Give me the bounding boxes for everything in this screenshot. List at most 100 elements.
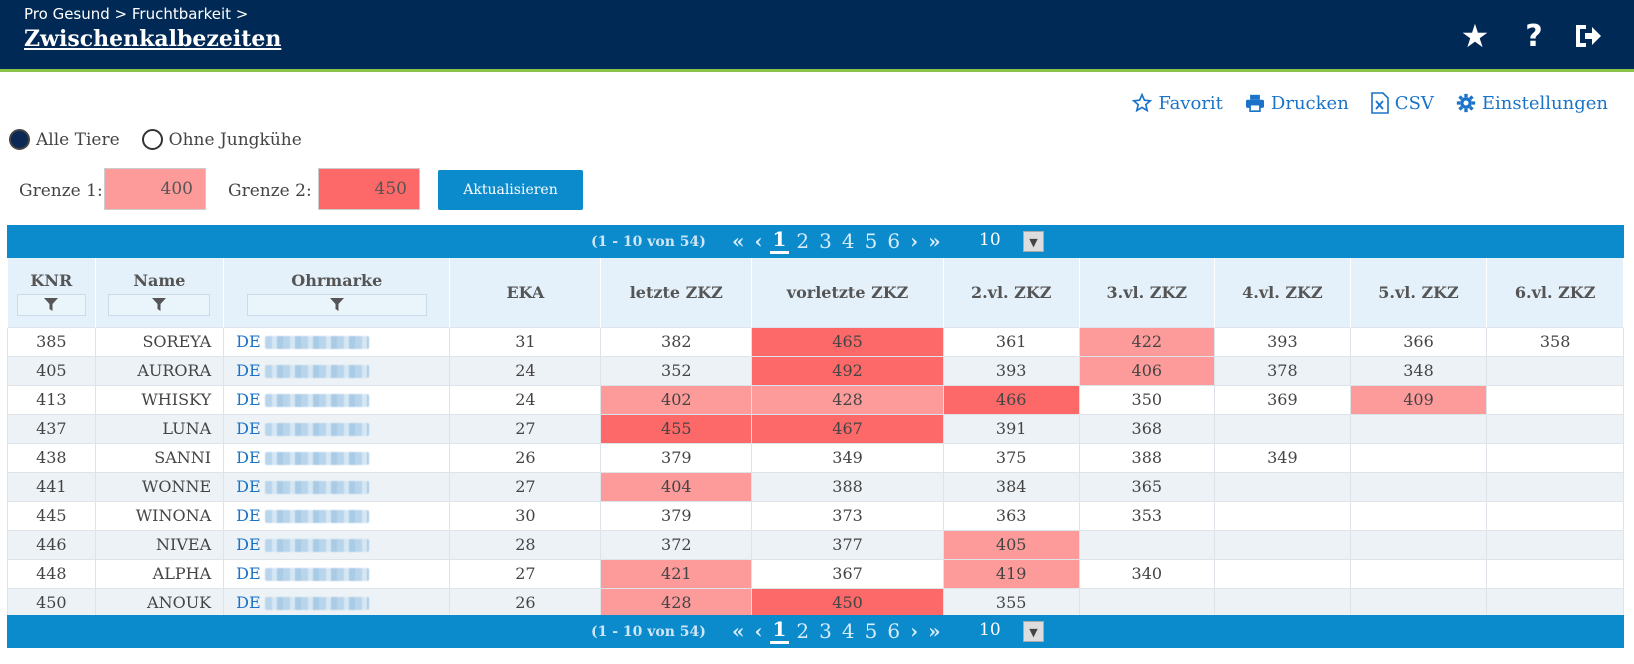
- ohrmarke-link[interactable]: DE: [236, 332, 261, 351]
- page-5[interactable]: 5: [864, 228, 878, 253]
- cell-ohrmarke[interactable]: DE: [223, 442, 451, 473]
- ohrmarke-link[interactable]: DE: [236, 477, 261, 496]
- drucken-label: Drucken: [1270, 92, 1349, 114]
- cell-zkz: 365: [1078, 471, 1216, 502]
- csv-link[interactable]: CSV: [1370, 92, 1434, 114]
- table-row[interactable]: 448 ALPHA DE 27 421 367 419 340: [7, 558, 1624, 589]
- next-page-icon[interactable]: ›: [910, 618, 919, 643]
- col-knr[interactable]: KNR: [7, 258, 96, 327]
- cell-zkz: 388: [1078, 442, 1216, 473]
- ohrmarke-link[interactable]: DE: [236, 448, 261, 467]
- radio-checked-icon[interactable]: [9, 129, 30, 150]
- ohrmarke-link[interactable]: DE: [236, 419, 261, 438]
- col-letzte-zkz[interactable]: letzte ZKZ: [600, 258, 753, 327]
- einstellungen-link[interactable]: Einstellungen: [1456, 92, 1608, 114]
- star-icon[interactable]: ★: [1460, 17, 1490, 55]
- cell-ohrmarke[interactable]: DE: [223, 587, 451, 618]
- grenze2-input[interactable]: 450: [318, 168, 420, 210]
- page-4[interactable]: 4: [841, 618, 855, 643]
- cell-ohrmarke[interactable]: DE: [223, 471, 451, 502]
- filter-icon[interactable]: [16, 293, 86, 316]
- cell-ohrmarke[interactable]: DE: [223, 413, 451, 444]
- page-size-select[interactable]: 10: [979, 230, 1001, 250]
- ohrmarke-link[interactable]: DE: [236, 361, 261, 380]
- prev-page-icon[interactable]: ‹: [754, 228, 763, 253]
- page-2[interactable]: 2: [796, 618, 810, 643]
- favorit-link[interactable]: Favorit: [1132, 92, 1223, 114]
- page-3[interactable]: 3: [819, 618, 832, 643]
- cell-knr: 385: [7, 326, 96, 357]
- page-5[interactable]: 5: [864, 618, 878, 643]
- last-page-icon[interactable]: »: [928, 228, 941, 253]
- page-1[interactable]: 1: [769, 617, 790, 644]
- next-page-icon[interactable]: ›: [910, 228, 919, 253]
- cell-zkz: 391: [942, 413, 1080, 444]
- cell-zkz: [1349, 587, 1488, 618]
- last-page-icon[interactable]: »: [928, 618, 941, 643]
- cell-zkz: 349: [1214, 442, 1351, 473]
- pager-nav: « ‹ 1 2 3 4 5 6 › »: [729, 617, 944, 644]
- table-row[interactable]: 405 AURORA DE 24 352 492 393 406 378 348: [7, 355, 1624, 386]
- col-name[interactable]: Name: [94, 258, 225, 327]
- table-row[interactable]: 446 NIVEA DE 28 372 377 405: [7, 529, 1624, 560]
- update-button[interactable]: Aktualisieren: [438, 170, 583, 210]
- cell-ohrmarke[interactable]: DE: [223, 558, 451, 589]
- page-6[interactable]: 6: [887, 618, 901, 643]
- prev-page-icon[interactable]: ‹: [754, 618, 763, 643]
- table-row[interactable]: 385 SOREYA DE 31 382 465 361 422 393 366 358: [7, 326, 1624, 357]
- page-2[interactable]: 2: [796, 228, 810, 253]
- ohrmarke-link[interactable]: DE: [236, 535, 261, 554]
- col-eka[interactable]: EKA: [449, 258, 602, 327]
- col-2vl-zkz[interactable]: 2.vl. ZKZ: [942, 258, 1080, 327]
- drucken-link[interactable]: Drucken: [1245, 92, 1349, 114]
- radio-unchecked-icon[interactable]: [141, 129, 163, 150]
- col-5vl-zkz[interactable]: 5.vl. ZKZ: [1349, 258, 1488, 327]
- grenze1-input[interactable]: 400: [104, 168, 206, 210]
- ohrmarke-link[interactable]: DE: [236, 593, 261, 612]
- cell-ohrmarke[interactable]: DE: [223, 529, 451, 560]
- table-row[interactable]: 438 SANNI DE 26 379 349 375 388 349: [7, 442, 1624, 473]
- cell-name: LUNA: [94, 413, 225, 444]
- chevron-down-icon[interactable]: ▼: [1023, 231, 1044, 252]
- logout-icon[interactable]: [1570, 18, 1606, 54]
- ohrmarke-link[interactable]: DE: [236, 506, 261, 525]
- col-6vl-zkz[interactable]: 6.vl. ZKZ: [1486, 258, 1624, 327]
- first-page-icon[interactable]: «: [732, 228, 745, 253]
- cell-zkz: [1078, 529, 1216, 560]
- radio-ohne-jungkuehe[interactable]: Ohne Jungkühe: [141, 129, 302, 150]
- table-row[interactable]: 413 WHISKY DE 24 402 428 466 350 369 409: [7, 384, 1624, 415]
- cell-zkz: 379: [600, 442, 753, 473]
- cell-ohrmarke[interactable]: DE: [223, 500, 451, 531]
- cell-zkz: 378: [1214, 355, 1351, 386]
- ohrmarke-link[interactable]: DE: [236, 390, 261, 409]
- filter-icon[interactable]: [108, 293, 211, 316]
- table-row[interactable]: 450 ANOUK DE 26 428 450 355: [7, 587, 1624, 618]
- col-4vl-zkz[interactable]: 4.vl. ZKZ: [1214, 258, 1351, 327]
- page-title[interactable]: Zwischenkalbezeiten: [24, 26, 282, 52]
- cell-ohrmarke[interactable]: DE: [223, 355, 451, 386]
- filter-icon[interactable]: [246, 293, 427, 316]
- redacted-id: [264, 510, 369, 523]
- col-vorletzte-zkz[interactable]: vorletzte ZKZ: [751, 258, 944, 327]
- help-icon[interactable]: ?: [1525, 18, 1543, 54]
- table-row[interactable]: 441 WONNE DE 27 404 388 384 365: [7, 471, 1624, 502]
- page-1[interactable]: 1: [769, 227, 790, 254]
- cell-ohrmarke[interactable]: DE: [223, 384, 451, 415]
- cell-ohrmarke[interactable]: DE: [223, 326, 451, 357]
- cell-knr: 437: [7, 413, 96, 444]
- radio-alle-tiere[interactable]: Alle Tiere: [9, 129, 120, 150]
- ohrmarke-link[interactable]: DE: [236, 564, 261, 583]
- chevron-down-icon[interactable]: ▼: [1023, 621, 1044, 642]
- first-page-icon[interactable]: «: [732, 618, 745, 643]
- page-6[interactable]: 6: [887, 228, 901, 253]
- col-ohrmarke[interactable]: Ohrmarke: [223, 258, 451, 327]
- cell-zkz: [1486, 471, 1624, 502]
- breadcrumb[interactable]: Pro Gesund > Fruchtbarkeit >: [24, 5, 249, 23]
- table-row[interactable]: 437 LUNA DE 27 455 467 391 368: [7, 413, 1624, 444]
- page-4[interactable]: 4: [841, 228, 855, 253]
- page-size-select[interactable]: 10: [979, 620, 1001, 640]
- page-3[interactable]: 3: [819, 228, 832, 253]
- col-3vl-zkz[interactable]: 3.vl. ZKZ: [1078, 258, 1216, 327]
- table-row[interactable]: 445 WINONA DE 30 379 373 363 353: [7, 500, 1624, 531]
- cell-zkz: 372: [600, 529, 753, 560]
